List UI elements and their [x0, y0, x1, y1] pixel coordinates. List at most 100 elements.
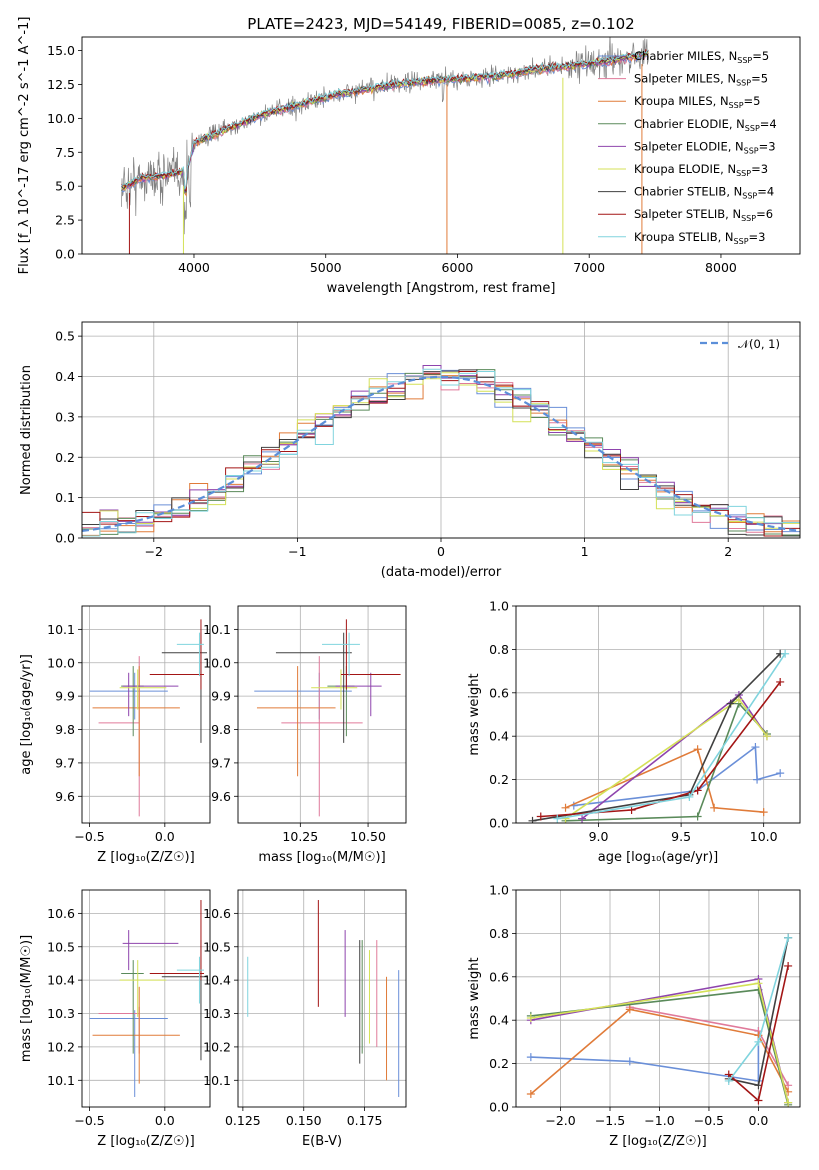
- series-marker: [526, 1014, 535, 1023]
- series-marker: [784, 1098, 793, 1107]
- point-salpeter_elodie: [335, 672, 382, 717]
- y-tick-label: 10.6: [47, 906, 75, 921]
- point-salpeter_elodie: [122, 672, 179, 717]
- x-tick-label: 6000: [442, 260, 474, 275]
- y-tick-label: 10.4: [47, 973, 75, 988]
- series-marker: [753, 775, 762, 784]
- x-tick-label: −2.0: [545, 1113, 575, 1128]
- x-tick-label: 4000: [178, 260, 210, 275]
- legend-label: Chabrier STELIB, NSSP=4: [634, 185, 774, 201]
- y-axis-label: age [log₁₀(age/yr)]: [19, 654, 34, 775]
- series-marker: [781, 649, 790, 658]
- series-marker: [754, 979, 763, 988]
- grid: [238, 606, 406, 823]
- legend-label: Kroupa MILES, NSSP=5: [634, 94, 760, 110]
- series-marker: [627, 805, 636, 814]
- series-marker: [762, 732, 771, 741]
- point-kroupa_miles: [92, 666, 180, 777]
- series-marker: [578, 814, 587, 823]
- y-tick-label: 10.6: [203, 906, 231, 921]
- point-salpeter_stelib: [149, 619, 204, 690]
- x-tick-label: −1.5: [595, 1113, 625, 1128]
- y-tick-label: 0.4: [55, 369, 75, 384]
- y-tick-label: 0.0: [489, 1100, 509, 1115]
- legend-label: Kroupa STELIB, NSSP=3: [634, 230, 765, 246]
- series-marker: [528, 816, 537, 823]
- x-tick-label: 0.150: [286, 1113, 322, 1128]
- plot-area: [254, 619, 401, 817]
- x-tick-label: 10.50: [350, 829, 386, 844]
- y-tick-label: 10.5: [47, 939, 75, 954]
- series-kroupa_miles: [530, 1008, 789, 1095]
- x-tick-label: −1.0: [644, 1113, 674, 1128]
- series-marker: [561, 803, 570, 812]
- point-kroupa_miles: [92, 986, 180, 1084]
- grid: [516, 605, 800, 824]
- y-tick-label: 0.8: [489, 926, 509, 941]
- x-tick-label: 10.0: [750, 829, 778, 844]
- x-tick-label: 1: [581, 544, 589, 559]
- y-tick-label: 10.2: [203, 1039, 231, 1054]
- series-marker: [536, 812, 545, 821]
- series-marker: [784, 961, 793, 970]
- y-axis-label: mass weight: [467, 673, 482, 755]
- y-tick-label: 10.1: [47, 622, 75, 637]
- panel-age-vs-Z: −0.5 0.0 9.6 9.7 9.8 9.9 10.0 10.1 Z [log₁₀(Z/Z☉…: [19, 605, 211, 865]
- point-salpeter_stelib: [340, 619, 401, 690]
- y-tick-label: 9.8: [211, 722, 231, 737]
- x-tick-label: −0.5: [74, 829, 104, 844]
- y-tick-label: 10.3: [47, 1006, 75, 1021]
- point-kroupa_stelib: [322, 632, 360, 677]
- x-axis-label: E(B-V): [302, 1134, 342, 1149]
- plot-area: [89, 900, 207, 1097]
- legend-label: Kroupa ELODIE, NSSP=3: [634, 162, 768, 178]
- series-marker: [759, 808, 768, 817]
- panel-residuals: 𝒩(0, 1) −2 −1 0 1 2 0.0 0.1 0.2 0.3 0.4 0.5 (data-mo…: [19, 321, 801, 580]
- legend-label: Chabrier ELODIE, NSSP=4: [634, 117, 777, 133]
- plot-area: [528, 649, 790, 823]
- x-tick-label: 0: [437, 544, 445, 559]
- point-salpeter_elodie: [122, 930, 179, 971]
- y-tick-label: 9.8: [55, 722, 75, 737]
- y-tick-label: 10.3: [203, 1006, 231, 1021]
- axes-frame: [81, 889, 211, 1108]
- plot-area: [82, 364, 800, 537]
- point-chabrier_miles: [89, 1010, 168, 1097]
- series-marker: [625, 1005, 634, 1014]
- point-kroupa_elodie: [311, 669, 358, 710]
- axes-frame: [237, 889, 407, 1108]
- series-marker: [526, 1089, 535, 1098]
- histogram-kroupa_stelib: [82, 368, 800, 537]
- x-axis-label: Z [log₁₀(Z/Z☉)]: [97, 850, 194, 865]
- y-tick-label: 1.0: [489, 883, 509, 898]
- series-marker: [724, 1076, 733, 1085]
- y-tick-label: 0.4: [489, 729, 509, 744]
- y-tick-label: 9.9: [211, 689, 231, 704]
- y-axis-label: Normed distribution: [19, 365, 34, 495]
- y-tick-label: 10.1: [203, 1073, 231, 1088]
- panel-mass-weight-vs-Z: −2.0 −1.5 −1.0 −0.5 0.0 0.0 0.2 0.4 0.6 0.8 1.0 Z […: [467, 883, 801, 1149]
- axes-frame: [515, 605, 801, 824]
- series-marker: [526, 1053, 535, 1062]
- series-marker: [685, 792, 694, 801]
- y-tick-label: 9.7: [211, 755, 231, 770]
- point-chabrier_elodie: [121, 960, 144, 1054]
- x-tick-label: 10.25: [282, 829, 318, 844]
- y-tick-label: 0.6: [489, 969, 509, 984]
- plot-area: [121, 37, 649, 254]
- x-tick-label: −2: [145, 544, 163, 559]
- series-marker: [625, 1057, 634, 1066]
- data-spectrum: [121, 37, 649, 235]
- y-tick-label: 10.1: [203, 622, 231, 637]
- y-tick-label: 9.6: [211, 789, 231, 804]
- y-tick-label: 0.6: [489, 685, 509, 700]
- axes-frame: [81, 605, 211, 824]
- y-tick-label: 0.1: [55, 490, 75, 505]
- x-tick-label: 2: [724, 544, 732, 559]
- y-axis-label: mass [log₁₀(M/M☉)]: [19, 935, 34, 1062]
- y-tick-label: 0.3: [55, 409, 75, 424]
- point-kroupa_miles: [256, 666, 336, 777]
- y-tick-label: 0.0: [55, 247, 75, 262]
- x-tick-label: 7000: [573, 260, 605, 275]
- y-tick-label: 2.5: [55, 213, 75, 228]
